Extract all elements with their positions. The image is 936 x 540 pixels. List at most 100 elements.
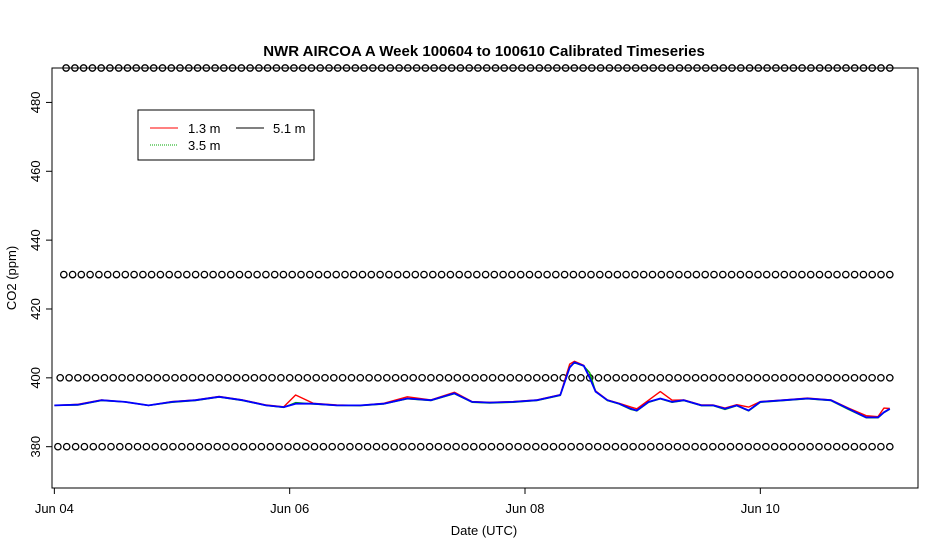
reference-point-marker	[79, 64, 88, 72]
reference-point-marker	[605, 64, 614, 72]
reference-point-marker	[272, 64, 281, 72]
reference-point-marker	[237, 64, 246, 72]
reference-point-marker	[222, 442, 230, 451]
reference-point-marker	[314, 270, 323, 279]
reference-point-marker	[268, 373, 276, 382]
reference-point-marker	[700, 373, 709, 382]
reference-point-marker	[691, 442, 699, 451]
reference-point-marker	[427, 373, 435, 382]
y-axis: 380 400 420 440 460 480	[28, 92, 53, 458]
reference-point-marker	[465, 64, 474, 72]
reference-point-marker	[638, 373, 647, 382]
reference-point-marker	[400, 373, 409, 382]
reference-point-marker	[307, 64, 316, 72]
reference-point-marker	[133, 442, 142, 451]
reference-point-marker	[832, 442, 841, 451]
reference-point-marker	[382, 373, 391, 382]
reference-point-marker	[179, 373, 188, 382]
reference-point-marker	[544, 64, 552, 72]
reference-point-marker	[202, 64, 211, 72]
reference-point-marker	[310, 442, 319, 451]
reference-point-marker	[568, 373, 576, 382]
reference-point-marker	[253, 270, 261, 279]
reference-point-marker	[100, 373, 109, 382]
reference-point-marker	[506, 373, 515, 382]
reference-point-marker	[239, 442, 248, 451]
reference-point-marker	[408, 442, 416, 451]
reference-point-marker	[56, 373, 65, 382]
reference-point-marker	[204, 442, 213, 451]
reference-point-marker	[188, 373, 197, 382]
reference-point-marker	[842, 64, 850, 72]
reference-point-marker	[824, 270, 833, 279]
reference-point-marker	[709, 373, 718, 382]
reference-point-marker	[329, 373, 338, 382]
reference-point-marker	[648, 270, 657, 279]
reference-point-marker	[736, 270, 745, 279]
reference-point-marker	[86, 270, 94, 279]
legend-label-3-5m: 3.5 m	[188, 138, 221, 153]
reference-point-marker	[526, 64, 535, 72]
reference-point-marker	[462, 373, 471, 382]
reference-point-marker	[444, 373, 453, 382]
reference-point-marker	[621, 373, 629, 382]
reference-point-marker	[195, 442, 204, 451]
reference-point-marker	[806, 373, 815, 382]
reference-point-marker	[112, 270, 121, 279]
reference-point-marker	[639, 270, 648, 279]
reference-point-marker	[797, 442, 806, 451]
reference-point-marker	[390, 442, 399, 451]
reference-point-marker	[488, 373, 497, 382]
reference-point-marker	[745, 64, 754, 72]
reference-point-marker	[833, 270, 841, 279]
reference-point-marker	[186, 442, 195, 451]
reference-point-marker	[780, 270, 789, 279]
reference-point-marker	[472, 270, 481, 279]
legend-label-1-3m: 1.3 m	[188, 121, 221, 136]
reference-point-marker	[481, 270, 490, 279]
reference-point-marker	[142, 442, 151, 451]
reference-point-marker	[833, 64, 842, 72]
reference-point-marker	[815, 373, 824, 382]
reference-point-marker	[434, 442, 443, 451]
reference-point-marker	[158, 64, 167, 72]
reference-point-marker	[351, 64, 360, 72]
reference-point-marker	[446, 270, 455, 279]
reference-point-marker	[103, 270, 112, 279]
reference-point-marker	[701, 270, 710, 279]
reference-point-marker	[770, 442, 779, 451]
y-axis-label: CO2 (ppm)	[4, 246, 19, 310]
legend-box	[137, 109, 315, 161]
reference-point-marker	[403, 64, 412, 72]
reference-point-marker	[744, 442, 753, 451]
reference-point-marker	[323, 270, 332, 279]
reference-point-marker	[337, 442, 345, 451]
reference-point-marker	[815, 442, 823, 451]
reference-point-marker	[561, 64, 570, 72]
reference-point-marker	[91, 373, 100, 382]
reference-point-marker	[298, 64, 307, 72]
reference-point-marker	[259, 373, 268, 382]
reference-point-marker	[149, 64, 158, 72]
reference-point-marker	[701, 64, 710, 72]
reference-point-marker	[549, 442, 558, 451]
reference-point-marker	[762, 442, 770, 451]
series-layer	[54, 360, 891, 419]
reference-point-marker	[443, 442, 452, 451]
reference-point-marker	[620, 442, 629, 451]
reference-point-marker	[525, 270, 534, 279]
reference-point-marker	[656, 373, 665, 382]
reference-point-marker	[455, 270, 464, 279]
reference-point-marker	[665, 373, 673, 382]
reference-point-marker	[439, 64, 447, 72]
reference-point-marker	[65, 373, 73, 382]
reference-point-marker	[593, 442, 602, 451]
reference-point-marker	[399, 442, 407, 451]
reference-point-marker	[640, 64, 649, 72]
reference-point-marker	[611, 442, 620, 451]
reference-point-marker	[735, 442, 744, 451]
reference-point-marker	[788, 442, 797, 451]
reference-point-marker	[700, 442, 708, 451]
reference-point-marker	[523, 442, 531, 451]
reference-point-marker	[409, 373, 418, 382]
